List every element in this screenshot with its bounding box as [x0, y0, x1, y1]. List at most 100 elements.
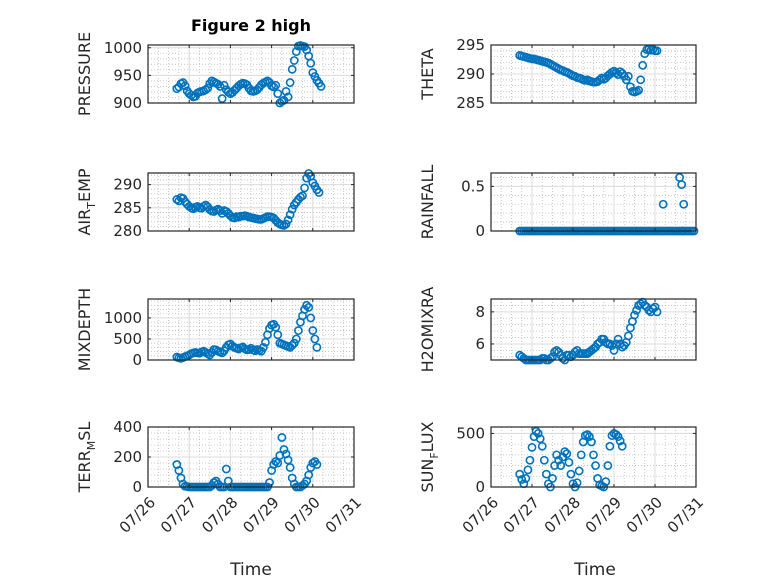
data-point [632, 305, 641, 315]
data-point [285, 78, 295, 87]
data-point [517, 475, 527, 484]
x-tick-label: 07/28 [541, 493, 584, 536]
y-axis-label: SUNFLUX [418, 421, 441, 492]
data-point [548, 474, 557, 483]
data-point [572, 478, 582, 488]
data-point [556, 461, 566, 470]
data-point [287, 64, 297, 74]
data-point [312, 342, 322, 352]
data-point [539, 455, 549, 465]
y-tick-label: 285 [113, 199, 142, 217]
data-point [298, 191, 307, 201]
x-tick-label: 07/29 [239, 493, 282, 536]
y-tick-label: 900 [113, 94, 142, 112]
y-axis-label-tail: EMP [75, 168, 94, 202]
subplot-2: 285 290 295 THETA [418, 36, 697, 112]
data-point [607, 341, 617, 350]
data-point [658, 199, 668, 209]
data-point [302, 300, 312, 310]
y-axis-label: MIXDEPTH [75, 288, 94, 371]
data-point [564, 457, 574, 467]
data-point [289, 56, 299, 65]
data-point [537, 441, 547, 451]
data-point [283, 455, 293, 465]
data-point [302, 173, 312, 183]
y-axis-label: TERRMSL [75, 422, 98, 494]
data-point [269, 82, 279, 92]
y-tick-label: 400 [113, 418, 142, 436]
subplot-grid: 900 950 1000 PRESSURE 285 290 295 THETA 280 285 29… [75, 32, 707, 537]
series-markers [172, 169, 324, 230]
y-axis-label-main: TERR [75, 450, 94, 493]
y-tick-label: 290 [456, 65, 485, 83]
data-point [283, 215, 293, 225]
x-tick-label: 07/31 [322, 493, 365, 536]
y-axis-label-main: RAINFALL [418, 165, 437, 240]
y-axis-label: PRESSURE [75, 32, 94, 116]
y-tick-label: 6 [475, 335, 485, 353]
data-point [285, 210, 295, 220]
data-point [607, 431, 617, 440]
data-point [605, 339, 615, 349]
data-point [605, 441, 615, 451]
data-point [285, 463, 295, 472]
axes-box [490, 172, 697, 232]
data-point [585, 432, 594, 442]
data-point [613, 432, 623, 442]
y-axis-label: H2OMIXRA [418, 287, 437, 373]
y-axis-label: RAINFALL [418, 165, 437, 240]
data-point [636, 75, 646, 85]
data-point [279, 445, 289, 454]
subplot-8: 0 500 SUNFLUX 07/2607/2707/2807/2907/3007/3… [418, 421, 707, 536]
data-point [201, 85, 211, 95]
data-point [638, 60, 648, 70]
axes-box [147, 298, 355, 361]
y-tick-label: 0.5 [461, 177, 485, 195]
axes-box [147, 44, 355, 104]
axes-box [490, 298, 697, 361]
data-point [287, 204, 297, 214]
y-tick-label: 8 [475, 303, 485, 321]
x-tick-label: 07/30 [281, 493, 324, 536]
data-point [539, 353, 549, 363]
data-point [281, 87, 291, 96]
y-tick-label: 200 [113, 448, 142, 466]
data-point [221, 464, 231, 474]
data-point [306, 313, 316, 323]
y-tick-label: 285 [456, 94, 485, 112]
data-point [533, 429, 543, 438]
data-point [650, 302, 660, 312]
data-point [582, 430, 592, 439]
data-point [304, 470, 314, 480]
data-point [174, 466, 184, 475]
y-tick-label: 280 [113, 222, 142, 240]
x-tick-label: 07/30 [623, 493, 666, 536]
data-point [535, 434, 545, 444]
x-tick-label: 07/26 [459, 493, 502, 536]
data-point [312, 460, 322, 469]
y-axis-label-tail: SL [75, 422, 94, 441]
y-tick-label: 950 [113, 66, 142, 84]
y-tick-label: 0 [475, 478, 485, 496]
y-tick-label: 290 [113, 176, 142, 194]
data-point [527, 442, 537, 452]
data-point [213, 79, 223, 89]
y-tick-label: 295 [456, 36, 485, 54]
data-point [652, 307, 662, 317]
data-point [271, 457, 281, 466]
y-axis-label: THETA [418, 48, 437, 100]
data-point [306, 58, 316, 68]
y-axis-label-subscript: F [428, 452, 441, 458]
data-point [566, 469, 576, 479]
data-point [265, 478, 274, 487]
data-point [603, 461, 613, 470]
data-point [287, 340, 297, 350]
y-axis-label-tail: LUX [418, 421, 437, 452]
y-axis-label-main: MIXDEPTH [75, 288, 94, 371]
data-point [261, 337, 270, 347]
data-point [615, 436, 625, 446]
data-point [219, 80, 229, 90]
data-point [574, 466, 584, 476]
data-point [626, 82, 635, 92]
